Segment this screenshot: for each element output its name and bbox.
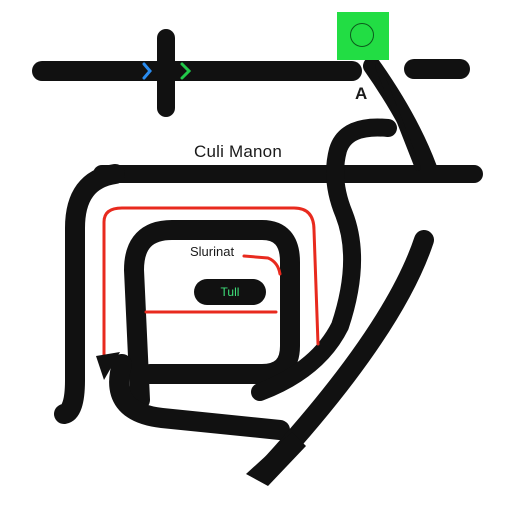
- highlight-route-outer: [102, 206, 320, 362]
- direction-arrow-icon: [180, 62, 192, 80]
- s-curve-track: [251, 118, 397, 401]
- direction-arrow-icon: [142, 62, 152, 80]
- station-ring: [350, 23, 374, 47]
- highlight-route-spur: [242, 254, 282, 276]
- right-diagonal-track: [375, 63, 421, 171]
- bottom-track: [109, 354, 290, 440]
- start-arrow-icon: [96, 352, 120, 380]
- badge-label: Tull: [220, 285, 240, 299]
- status-badge[interactable]: Tull: [194, 279, 266, 305]
- diagonal-track: [262, 230, 434, 474]
- station-node-icon[interactable]: [337, 12, 389, 60]
- marker-label: A: [355, 84, 368, 103]
- map-label-inner: Slurinat: [190, 244, 235, 259]
- end-arrow-icon: [246, 432, 306, 486]
- left-loop-track: [54, 164, 125, 424]
- map-label-main: Culi Manon: [194, 142, 282, 161]
- inner-loop-track: [124, 220, 300, 410]
